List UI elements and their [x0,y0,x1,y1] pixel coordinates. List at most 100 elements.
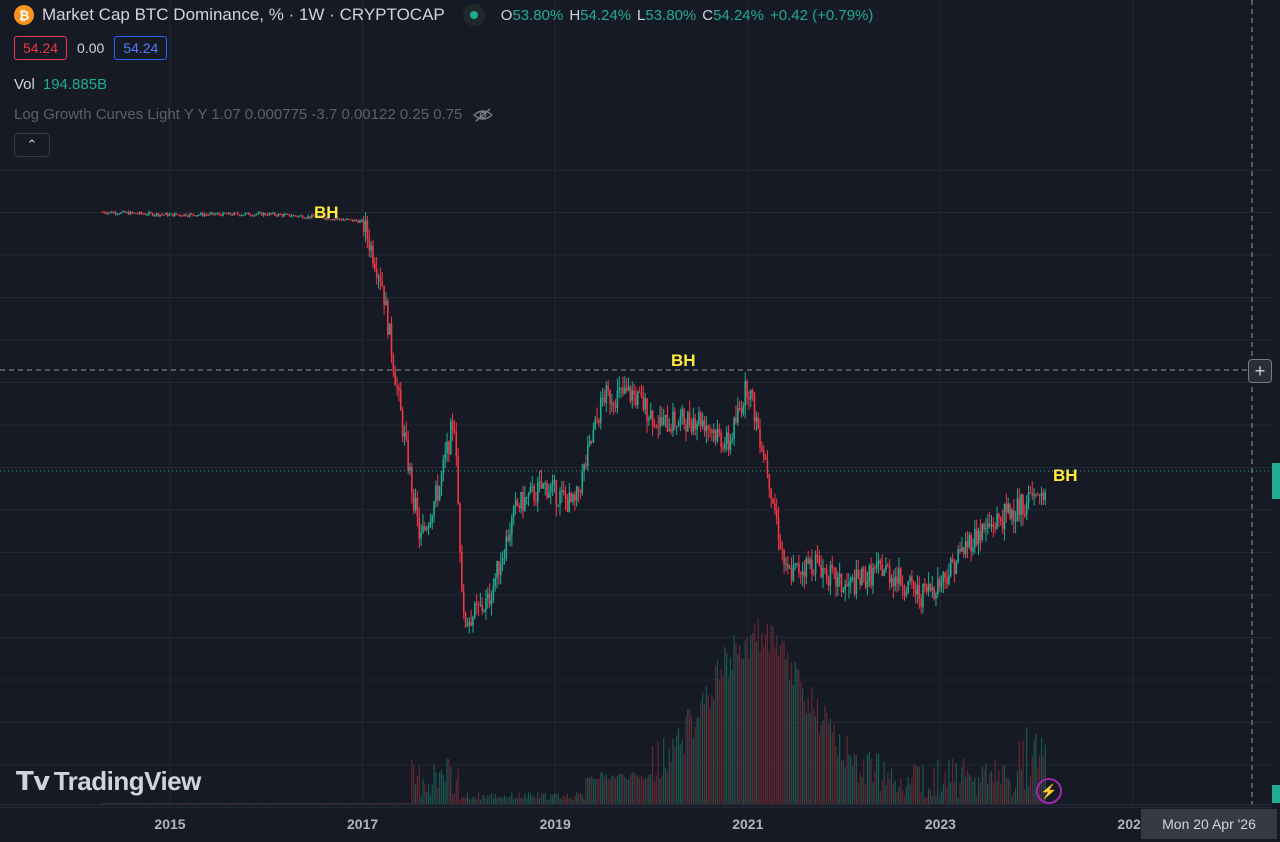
volume-bar [242,803,244,804]
candle-body [727,432,730,450]
candle-body [231,214,234,216]
candle-body [135,212,137,214]
candle-body [188,213,191,217]
symbol-title[interactable]: Market Cap BTC Dominance, % · 1W · CRYPT… [42,5,445,24]
bh-annotation[interactable]: BH [314,203,339,222]
volume-bar [396,803,398,804]
candle-body [509,534,511,541]
candle-body [625,387,628,391]
add-alert-plus-icon[interactable]: + [1248,359,1272,383]
volume-bar [540,792,543,804]
volume-bar [981,766,983,804]
volume-bar [429,795,431,804]
volume-bar [976,795,978,804]
eye-hidden-icon[interactable] [472,107,494,123]
volume-bar [107,803,109,804]
volume-bar [1033,740,1035,804]
candle-body [544,482,546,484]
volume-bar [161,803,163,804]
candle-body [559,491,561,505]
volume-bar [203,803,206,804]
candle-body [359,220,361,223]
volume-bar [309,803,311,804]
volume-bar [507,798,509,804]
candle-body [998,513,1000,518]
volume-bar [802,688,804,804]
candle-body [905,592,908,596]
volume-bar [824,705,826,804]
sell-price-button[interactable]: 54.24 [14,36,68,60]
volume-bar [381,803,383,804]
market-status-icon[interactable] [462,4,485,26]
trade-row: 54.24 0.00 54.24 [14,36,168,60]
candle-body [924,583,926,588]
candle-body [1024,514,1026,516]
candle-body [729,440,732,450]
volume-bar [818,733,820,804]
volume-bar [518,792,520,804]
candle-body [1022,494,1024,515]
volume-bar [950,781,952,804]
bh-annotation[interactable]: BH [671,351,696,370]
candle-body [796,563,798,565]
candle-body [920,598,922,608]
candle-body [1009,503,1011,519]
volume-bar [216,803,219,804]
candle-body [775,510,778,519]
candle-body [433,501,435,516]
candle-body [742,406,745,414]
candle-body [388,323,391,335]
candle-body [316,216,319,218]
candle-body [577,486,580,493]
candle-body [531,486,534,488]
bh-annotation[interactable]: BH [1053,466,1078,485]
volume-bar [251,803,254,804]
volume-bar [777,654,780,804]
lightning-icon[interactable]: ⚡ [1036,778,1062,804]
volume-bar [490,793,493,804]
volume-bar [320,803,322,804]
candle-body [540,481,543,489]
candle-body [172,213,174,217]
volume-bar [383,803,385,804]
candle-body [503,558,506,560]
volume-bar [648,774,650,804]
volume-bar [985,762,987,804]
volume-bar [772,626,774,804]
candle-body [703,420,706,432]
candle-body [524,497,526,511]
volume-bar [574,795,576,804]
volume-bar [879,791,881,804]
ohlc-key: C [702,6,714,24]
volume-bar [633,772,635,804]
volume-bar [698,717,700,804]
indicator-legend[interactable]: Log Growth Curves Light Y Y 1.07 0.00077… [14,106,494,123]
buy-price-button[interactable]: 54.24 [114,36,168,60]
volume-bar [274,803,276,804]
x-tick-label: 2019 [539,816,571,832]
candle-body [468,621,471,626]
candle-body [483,610,485,612]
collapse-legend-button[interactable]: ⌃ [14,133,50,157]
candle-body [329,219,332,221]
candle-body [840,574,843,593]
candle-body [790,567,793,581]
candle-body [661,417,663,425]
volume-bar [339,803,341,804]
volume-bar [764,634,767,804]
candle-body [249,215,252,217]
candle-body [766,459,769,475]
candle-body [568,492,571,512]
candle-body [877,560,880,563]
candle-body [440,473,443,487]
volume-bar [614,778,617,804]
candle-body [883,569,885,576]
volume-bar [442,774,444,804]
candle-body [485,598,487,611]
candle-body [303,217,306,219]
candle-body [218,213,221,215]
volume-bar [987,784,989,804]
candle-body [755,417,758,422]
volume-bar [1007,777,1009,804]
